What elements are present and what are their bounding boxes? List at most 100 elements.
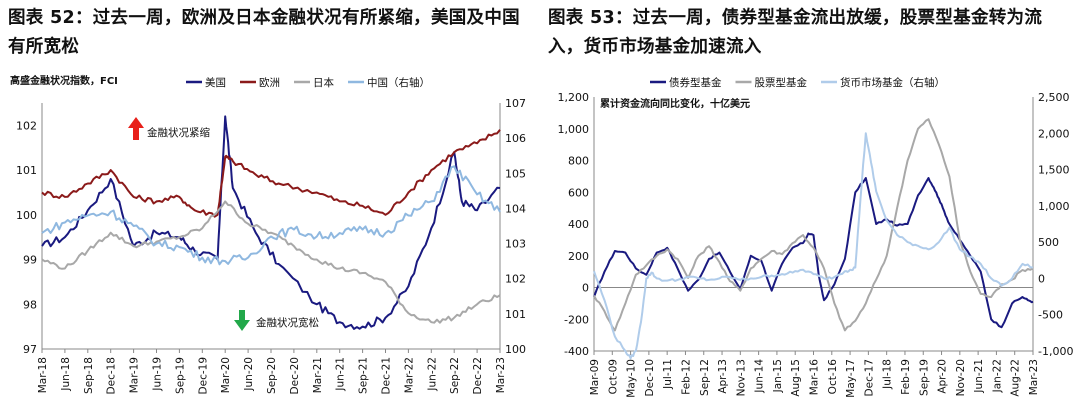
x-tick-label: Mar-21 <box>312 357 324 393</box>
x-tick-label: May-17 <box>845 359 857 398</box>
y2-tick-label: 0 <box>1038 272 1045 285</box>
x-tick-label: Mar-22 <box>403 357 415 393</box>
fci-line-chart: 高盛金融状况指数，FCI 美国 欧洲 日本 中国（右轴） 97 98 99 100 101 102 1… <box>10 74 526 394</box>
x-tick-label: Jul-11 <box>662 359 674 390</box>
x-tick-label: Dec-18 <box>106 357 118 394</box>
legend-label-3: 中国（右轴） <box>367 76 430 89</box>
x-tick-label: Dec-19 <box>197 357 209 394</box>
tightening-arrow-icon <box>128 117 144 140</box>
legend-label-0: 债券型基金 <box>669 76 722 89</box>
x-tick-label: May-10 <box>626 359 638 398</box>
legend-label-1: 股票型基金 <box>755 76 808 89</box>
x-tick-label: Jun-21 <box>335 357 347 392</box>
chart-panel-fund-flows: 图表 53：过去一周，债券型基金流出放缓，股票型基金转为流入，货币市场基金加速流… <box>540 0 1080 401</box>
x-tick-label: Apr-20 <box>937 359 949 394</box>
y-tick-label: -200 <box>564 313 589 326</box>
x-tick-label: Mar-09 <box>589 359 601 395</box>
legend-label-2: 货币市场基金（右轴） <box>840 76 945 89</box>
series-line-2 <box>41 200 501 324</box>
y2-tick-label: 500 <box>1038 236 1059 249</box>
x-tick-label: Jun-22 <box>426 357 438 392</box>
x-tick-label: Jun-18 <box>60 357 72 392</box>
legend-label-2: 日本 <box>313 76 334 89</box>
x-tick-label: Sep-21 <box>358 357 370 394</box>
x-tick-label: Oct-16 <box>827 359 839 395</box>
easing-arrow-icon <box>234 310 250 331</box>
y-tick-label: 98 <box>23 298 37 311</box>
x-tick-label: Sep-19 <box>918 359 930 396</box>
y-tick-label: 800 <box>568 155 589 168</box>
y2-tick-label: -500 <box>1038 309 1063 322</box>
series-line-1 <box>41 129 501 218</box>
series-line-0 <box>41 115 501 330</box>
y-tick-label: 400 <box>568 218 589 231</box>
x-tick-label: Feb-19 <box>900 359 912 395</box>
y2-tick-label: 102 <box>505 273 526 286</box>
y2-tick-label: 103 <box>505 238 526 251</box>
y-tick-label: 102 <box>16 119 37 132</box>
x-tick-label: Jul-18 <box>882 359 894 390</box>
x-tick-label: Sep-22 <box>449 357 461 394</box>
x-tick-label: Mar-19 <box>129 357 141 393</box>
x-tick-label: Oct-09 <box>607 359 619 394</box>
x-tick-label: Mar-20 <box>220 357 232 393</box>
x-tick-label: Sep-12 <box>699 359 711 396</box>
x-tick-label: Sep-18 <box>83 357 95 394</box>
y-tick-label: 97 <box>23 343 37 356</box>
x-tick-label: Nov-13 <box>735 359 747 396</box>
fund-flow-line-chart: 累计资金流向同比变化，十亿美元 债券型基金 股票型基金 货币市场基金（右轴） -400 -… <box>558 76 1074 398</box>
x-tick-label: Aug-15 <box>790 359 802 397</box>
x-tick-label: Jun-20 <box>243 357 255 392</box>
x-tick-label: Mar-23 <box>1028 359 1040 395</box>
series-line-2 <box>593 132 1034 360</box>
series-line-3 <box>41 165 501 266</box>
chart-panel-fci: 图表 52：过去一周，欧洲及日本金融状况有所紧缩，美国及中国有所宽松 高盛金融状… <box>8 8 526 394</box>
x-tick-label: Mar-18 <box>37 357 49 393</box>
legend-label-0: 美国 <box>205 76 226 89</box>
y2-tick-label: 2,500 <box>1038 91 1070 104</box>
x-tick-label: Aug-22 <box>1010 359 1022 397</box>
y-tick-label: -400 <box>564 345 589 358</box>
y-axis-title: 累计资金流向同比变化，十亿美元 <box>600 97 750 110</box>
x-tick-label: Jun-14 <box>754 359 766 394</box>
x-tick-label: Jun-21 <box>973 359 985 394</box>
y2-tick-label: 105 <box>505 167 526 180</box>
y2-tick-label: 106 <box>505 132 526 145</box>
x-tick-label: Mar-23 <box>495 357 507 393</box>
x-tick-label: Nov-20 <box>955 359 967 396</box>
y2-tick-label: 104 <box>505 202 526 215</box>
y2-tick-label: 2,000 <box>1038 127 1070 140</box>
x-tick-label: Jun-19 <box>152 357 164 392</box>
annotation-easing: 金融状况宽松 <box>256 316 319 329</box>
x-tick-label: Sep-20 <box>266 357 278 394</box>
y-tick-label: 101 <box>16 164 37 177</box>
x-tick-label: Jan-22 <box>991 359 1003 393</box>
chart-title: 图表 52：过去一周，欧洲及日本金融状况有所紧缩，美国及中国有所宽松 <box>8 8 520 57</box>
x-tick-label: Mar-16 <box>809 359 821 396</box>
y2-tick-label: 107 <box>505 97 526 110</box>
y2-tick-label: 100 <box>505 343 526 356</box>
y-tick-label: 200 <box>568 250 589 263</box>
y2-tick-label: 1,000 <box>1038 200 1070 213</box>
y-tick-label: 99 <box>23 254 37 267</box>
x-tick-label: Apr-13 <box>717 359 729 394</box>
y-tick-label: 0 <box>582 282 589 295</box>
y-tick-label: 1,200 <box>558 91 590 104</box>
x-tick-label: Sep-19 <box>174 357 186 394</box>
y-tick-label: 1,000 <box>558 123 590 136</box>
y2-tick-label: 1,500 <box>1038 164 1070 177</box>
y-tick-label: 100 <box>16 209 37 222</box>
x-tick-label: Dec-10 <box>644 359 656 396</box>
x-tick-label: Jan-15 <box>772 359 784 393</box>
y-tick-label: 600 <box>568 186 589 199</box>
chart-title: 图表 53：过去一周，债券型基金流出放缓，股票型基金转为流入，货币市场基金加速流… <box>548 8 1043 57</box>
x-tick-label: Dec-17 <box>863 359 875 396</box>
x-tick-label: Dec-21 <box>381 357 393 394</box>
x-tick-label: Feb-12 <box>680 359 692 395</box>
x-tick-label: Dec-22 <box>472 357 484 394</box>
y2-tick-label: -1,000 <box>1038 345 1073 358</box>
legend-label-1: 欧洲 <box>259 77 280 89</box>
x-tick-label: Dec-20 <box>289 357 301 394</box>
annotation-tightening: 金融状况紧缩 <box>147 126 210 139</box>
y-axis-title: 高盛金融状况指数，FCI <box>10 74 118 87</box>
